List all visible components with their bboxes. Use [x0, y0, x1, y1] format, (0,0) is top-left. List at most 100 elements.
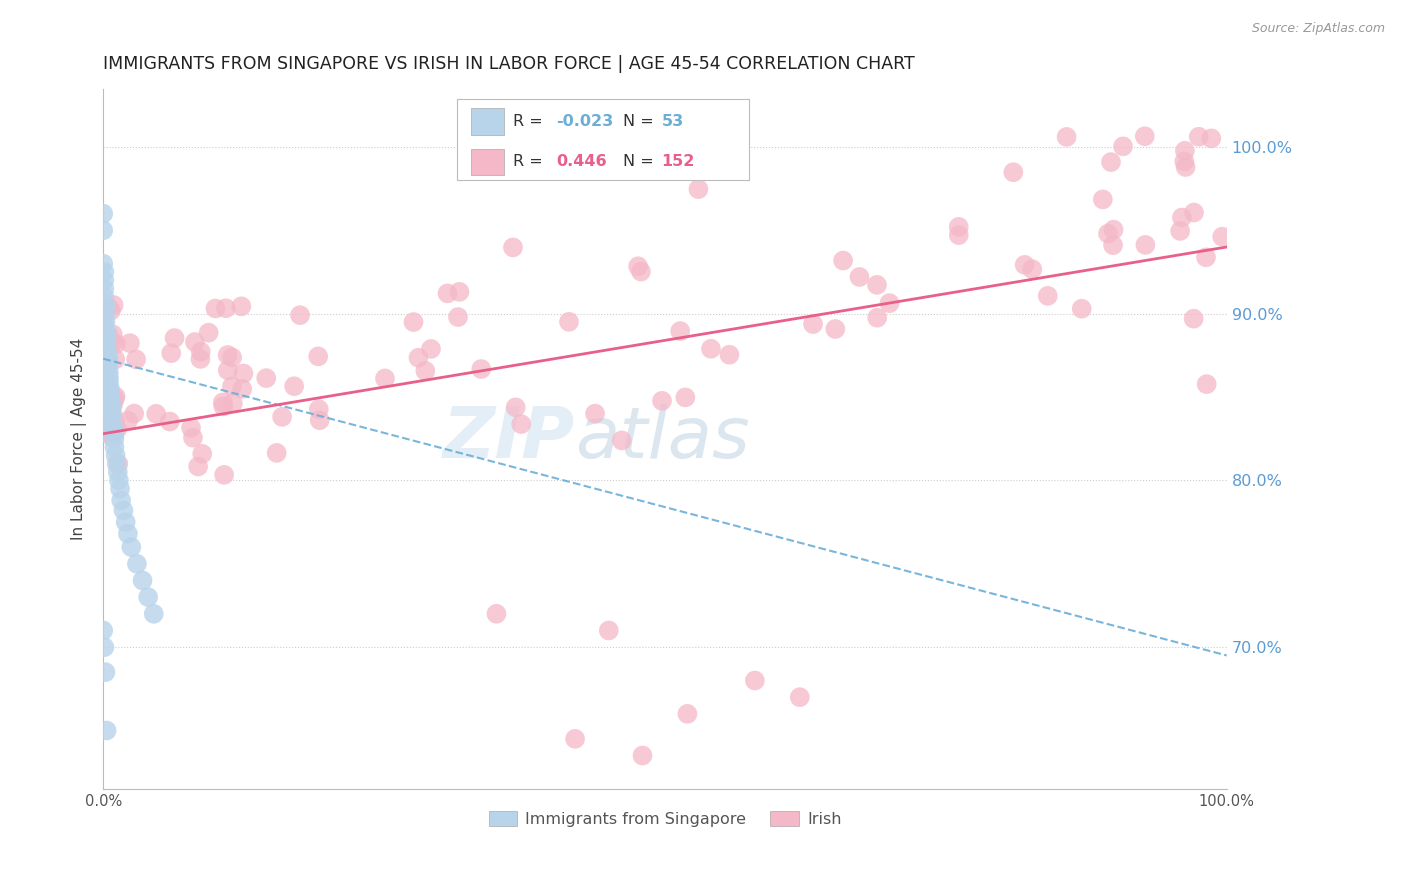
- Text: 0.446: 0.446: [555, 154, 606, 169]
- Point: [103, 440, 125, 454]
- Point: [558, 315, 581, 329]
- Point: [1102, 238, 1125, 252]
- Point: [91, 361, 114, 376]
- Point: [1091, 193, 1114, 207]
- Point: [221, 351, 243, 365]
- Point: [125, 352, 148, 367]
- Point: [97, 376, 120, 391]
- Point: [101, 327, 124, 342]
- Point: [651, 393, 673, 408]
- Point: [879, 296, 901, 310]
- Point: [94, 323, 117, 337]
- Point: [420, 342, 443, 356]
- Point: [181, 431, 204, 445]
- Point: [221, 379, 243, 393]
- Point: [215, 301, 238, 316]
- Point: [510, 417, 533, 431]
- Point: [91, 405, 114, 419]
- Point: [271, 409, 294, 424]
- Text: Source: ZipAtlas.com: Source: ZipAtlas.com: [1251, 22, 1385, 36]
- Point: [105, 457, 128, 471]
- Point: [100, 403, 122, 417]
- Point: [1014, 258, 1036, 272]
- Point: [283, 379, 305, 393]
- Point: [98, 390, 121, 404]
- Point: [1133, 129, 1156, 144]
- Point: [676, 706, 699, 721]
- Legend: Immigrants from Singapore, Irish: Immigrants from Singapore, Irish: [482, 805, 848, 833]
- Text: atlas: atlas: [575, 404, 749, 474]
- Point: [93, 415, 115, 429]
- Text: R =: R =: [513, 154, 548, 169]
- Point: [93, 273, 115, 287]
- Point: [108, 474, 131, 488]
- Point: [97, 354, 120, 368]
- Point: [502, 240, 524, 254]
- Point: [96, 723, 118, 738]
- Point: [673, 390, 696, 404]
- Point: [163, 331, 186, 345]
- Y-axis label: In Labor Force | Age 45-54: In Labor Force | Age 45-54: [72, 337, 87, 540]
- Point: [101, 407, 124, 421]
- Point: [96, 332, 118, 346]
- Point: [1036, 289, 1059, 303]
- Point: [94, 369, 117, 384]
- Point: [101, 417, 124, 432]
- Point: [96, 326, 118, 341]
- Point: [105, 422, 128, 436]
- Point: [105, 336, 128, 351]
- Point: [101, 415, 124, 429]
- Point: [97, 300, 120, 314]
- Point: [103, 432, 125, 446]
- Point: [217, 363, 239, 377]
- Point: [1201, 131, 1223, 145]
- Point: [1173, 154, 1195, 169]
- Point: [630, 264, 652, 278]
- Point: [136, 590, 159, 604]
- Point: [93, 425, 115, 439]
- Point: [700, 342, 723, 356]
- Point: [142, 607, 165, 621]
- Point: [93, 401, 115, 416]
- Point: [97, 393, 120, 408]
- Point: [100, 429, 122, 443]
- Point: [94, 665, 117, 680]
- Point: [93, 407, 115, 421]
- Point: [97, 384, 120, 398]
- Point: [180, 421, 202, 435]
- Point: [1174, 144, 1197, 158]
- Point: [101, 400, 124, 414]
- Point: [718, 348, 741, 362]
- Point: [91, 365, 114, 379]
- Point: [125, 557, 148, 571]
- Text: IMMIGRANTS FROM SINGAPORE VS IRISH IN LABOR FORCE | AGE 45-54 CORRELATION CHART: IMMIGRANTS FROM SINGAPORE VS IRISH IN LA…: [103, 55, 915, 73]
- Point: [93, 290, 115, 304]
- Point: [610, 434, 633, 448]
- Point: [190, 351, 212, 366]
- Point: [94, 315, 117, 329]
- Point: [131, 574, 153, 588]
- Point: [97, 365, 120, 379]
- Text: ZIP: ZIP: [443, 404, 575, 474]
- Point: [104, 414, 127, 428]
- Point: [96, 343, 118, 358]
- Point: [948, 228, 970, 243]
- Point: [101, 336, 124, 351]
- Point: [1174, 160, 1197, 174]
- Point: [100, 398, 122, 412]
- Point: [627, 260, 650, 274]
- Point: [96, 351, 118, 366]
- Point: [93, 365, 115, 379]
- Point: [100, 303, 122, 318]
- Text: -0.023: -0.023: [555, 114, 613, 129]
- Point: [866, 277, 889, 292]
- Point: [374, 371, 396, 385]
- Point: [212, 400, 235, 414]
- Point: [288, 308, 311, 322]
- Point: [583, 407, 606, 421]
- Point: [97, 359, 120, 374]
- Point: [197, 326, 219, 340]
- Point: [103, 420, 125, 434]
- Point: [231, 299, 253, 313]
- Point: [93, 317, 115, 331]
